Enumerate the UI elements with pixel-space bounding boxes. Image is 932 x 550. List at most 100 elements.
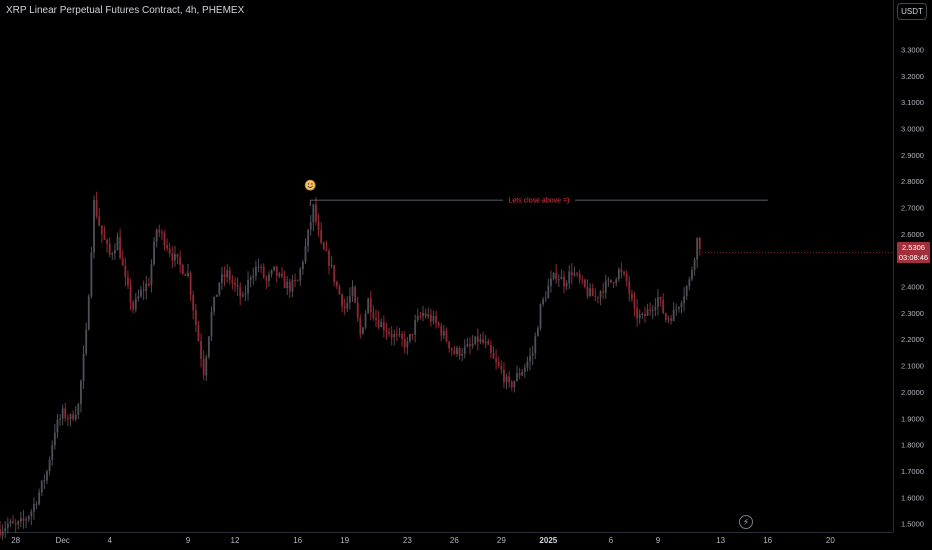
candle-body — [602, 291, 605, 293]
candle-body — [291, 279, 294, 292]
candle-body — [100, 225, 103, 235]
candle-body — [390, 333, 393, 338]
candle-body — [539, 304, 542, 329]
lightning-icon[interactable]: ⚡ — [739, 515, 753, 529]
x-tick-label: 26 — [450, 536, 459, 545]
currency-button[interactable]: USDT — [897, 3, 927, 20]
candle-body — [636, 307, 639, 319]
candle-body — [523, 367, 526, 372]
candle-body — [254, 267, 257, 276]
candle-body — [351, 286, 354, 297]
candle-body — [696, 237, 699, 260]
x-tick-label: 16 — [763, 536, 772, 545]
candle-body — [155, 229, 158, 242]
candle-body — [442, 330, 445, 336]
candle-body — [612, 282, 615, 284]
candle-body — [283, 276, 286, 289]
candle-body — [213, 297, 216, 312]
candle-body — [228, 270, 231, 281]
candle-body — [330, 265, 333, 267]
candle-body — [594, 296, 597, 298]
candle-body — [140, 289, 142, 297]
candle-body — [111, 253, 114, 255]
candle-body — [168, 248, 171, 254]
candle-body — [333, 265, 336, 282]
candle-body — [307, 229, 310, 247]
candle-body — [124, 265, 127, 278]
candle-body — [53, 432, 56, 446]
candle-body — [121, 258, 124, 266]
candle-body — [474, 336, 477, 345]
candle-body — [607, 279, 610, 281]
candle-body — [482, 338, 484, 343]
candle-body — [419, 316, 422, 318]
candle-body — [35, 503, 38, 505]
x-tick-label: 12 — [231, 536, 240, 545]
candle-body — [432, 316, 435, 322]
candle-body — [555, 272, 558, 280]
candle-body — [531, 353, 534, 356]
candle-body — [14, 523, 17, 525]
candle-body — [59, 418, 61, 420]
candle-body — [445, 330, 448, 342]
candle-body — [680, 302, 683, 308]
candle-body — [677, 307, 680, 309]
candle-body — [25, 519, 28, 521]
candle-body — [77, 404, 80, 415]
candle-body — [437, 322, 440, 326]
y-tick-label: 2.6000 — [901, 230, 924, 239]
candle-body — [641, 313, 644, 315]
candle-body — [461, 353, 464, 356]
x-tick-label: 9 — [186, 536, 191, 545]
y-tick-label: 2.4000 — [901, 283, 924, 292]
candle-body — [492, 352, 495, 359]
x-tick-label: 9 — [656, 536, 661, 545]
candle-body — [181, 264, 184, 275]
candle-body — [675, 308, 678, 310]
candle-body — [659, 297, 662, 300]
candle-body — [427, 314, 430, 317]
candle-body — [108, 243, 111, 255]
candle-body — [644, 313, 646, 316]
candle-body — [463, 346, 466, 354]
candle-body — [495, 358, 498, 362]
candle-body — [286, 281, 289, 289]
candle-body — [693, 259, 696, 271]
candle-body — [69, 414, 72, 420]
candle-body — [633, 298, 636, 308]
candle-body — [657, 297, 659, 307]
y-tick-label: 1.6000 — [901, 493, 924, 502]
candle-body — [625, 273, 628, 282]
candle-body — [628, 281, 631, 294]
candle-body — [398, 334, 401, 336]
y-tick-label: 3.0000 — [901, 125, 924, 134]
candle-body — [597, 297, 599, 299]
candle-body — [119, 237, 122, 259]
x-tick-label: 20 — [826, 536, 835, 545]
candle-body — [630, 293, 633, 299]
candle-body — [348, 296, 351, 303]
y-tick-label: 3.2000 — [901, 72, 924, 81]
candle-body — [231, 280, 234, 283]
candle-body — [309, 222, 312, 230]
candle-body — [409, 334, 411, 342]
candle-body — [288, 281, 291, 292]
candle-body — [536, 328, 539, 337]
x-tick-label: 13 — [716, 536, 725, 545]
candle-body — [508, 376, 511, 382]
candle-body — [362, 327, 364, 334]
candle-body — [672, 309, 675, 321]
candle-body — [578, 273, 581, 280]
candle-body — [382, 322, 385, 331]
y-tick-label: 1.7000 — [901, 467, 924, 476]
candle-body — [93, 199, 95, 253]
candle-body — [328, 251, 330, 266]
x-tick-label: 6 — [609, 536, 614, 545]
candle-body — [570, 271, 573, 276]
candle-body — [698, 237, 701, 249]
candle-body — [6, 523, 9, 528]
candle-body — [456, 348, 458, 355]
candle-body — [273, 266, 276, 271]
candle-body — [153, 241, 155, 265]
